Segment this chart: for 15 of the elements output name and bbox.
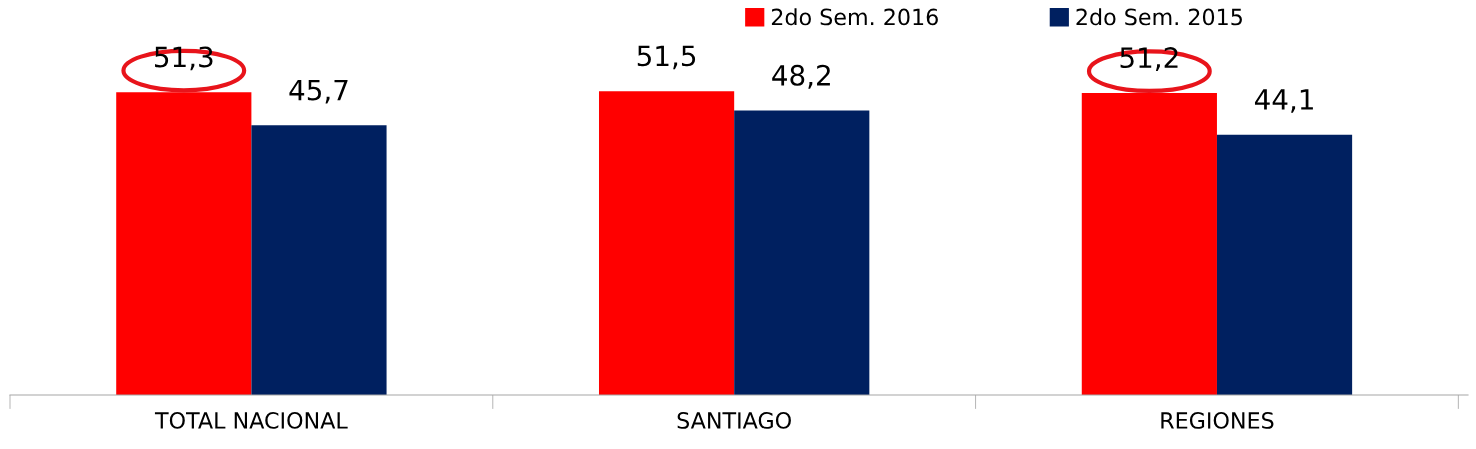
data-label: 51,5 [637, 45, 696, 70]
bar [251, 125, 387, 395]
bar [598, 91, 735, 395]
data-label: 45,7 [289, 79, 348, 104]
x-tick-label: REGIONES [1161, 412, 1274, 429]
bar [1216, 134, 1353, 395]
x-tick-label: SANTIAGO [677, 412, 791, 429]
data-label: 51,3 [155, 46, 213, 71]
data-label: 44,1 [1254, 89, 1313, 113]
data-label: 48,2 [772, 64, 830, 89]
x-tick-label: TOTAL NACIONAL [154, 412, 348, 429]
legend-label: 2do Sem. 2015 [1076, 8, 1242, 26]
bar [734, 110, 870, 395]
legend-label: 2do Sem. 2016 [771, 8, 938, 26]
data-label: 51,2 [1120, 47, 1178, 71]
